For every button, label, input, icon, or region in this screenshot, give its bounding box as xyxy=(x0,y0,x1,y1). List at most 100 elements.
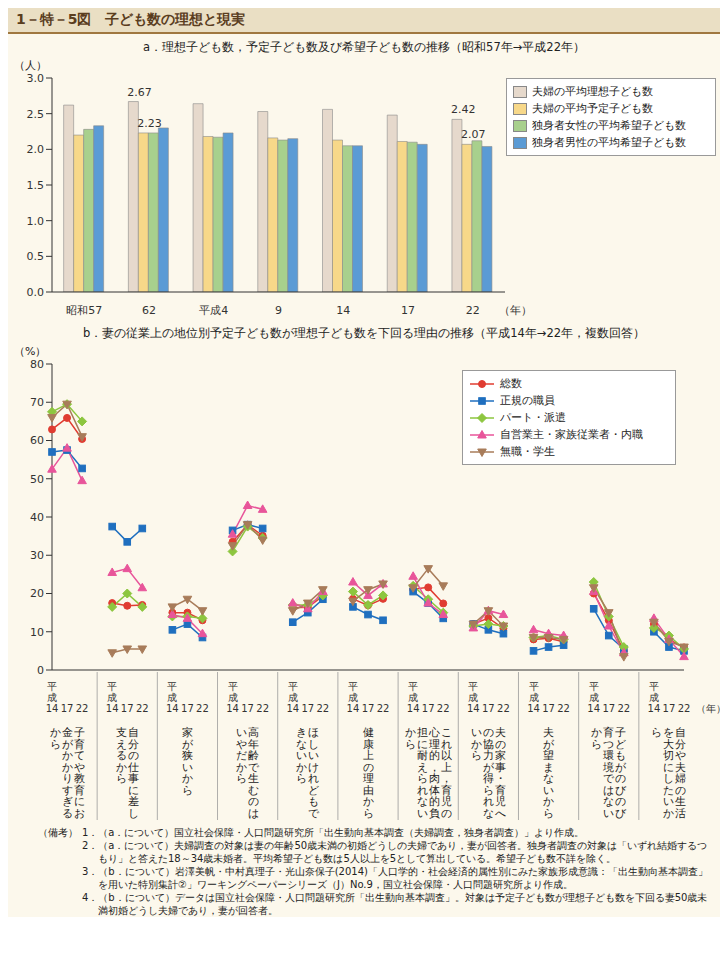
svg-text:こ: こ xyxy=(441,726,452,738)
svg-text:や: や xyxy=(675,749,686,761)
svg-text:か: か xyxy=(296,761,307,773)
svg-text:22: 22 xyxy=(437,703,450,714)
svg-text:で: で xyxy=(248,761,260,773)
svg-text:平: 平 xyxy=(348,681,358,692)
svg-text:支: 支 xyxy=(116,726,127,738)
svg-text:14: 14 xyxy=(106,703,119,714)
svg-text:22: 22 xyxy=(316,703,329,714)
svg-text:22: 22 xyxy=(557,703,570,714)
svg-text:14: 14 xyxy=(347,703,360,714)
svg-text:2.07: 2.07 xyxy=(461,128,486,141)
svg-text:成: 成 xyxy=(589,692,599,703)
svg-text:で: で xyxy=(603,772,615,784)
svg-text:児: 児 xyxy=(441,795,452,807)
svg-text:22: 22 xyxy=(196,703,209,714)
svg-text:な: な xyxy=(296,738,307,750)
svg-text:肉: 肉 xyxy=(429,772,440,784)
svg-text:0.5: 0.5 xyxy=(27,250,45,263)
svg-text:17: 17 xyxy=(301,703,314,714)
svg-text:平: 平 xyxy=(288,681,298,692)
svg-text:い: い xyxy=(308,749,319,761)
svg-text:22: 22 xyxy=(497,703,510,714)
svg-text:で: で xyxy=(308,807,320,819)
svg-text:た: た xyxy=(663,784,674,796)
svg-text:2.23: 2.23 xyxy=(137,117,162,130)
svg-text:び: び xyxy=(615,807,627,819)
svg-text:得: 得 xyxy=(483,772,494,784)
svg-text:由: 由 xyxy=(363,784,374,796)
svg-text:が: が xyxy=(615,761,627,773)
svg-text:成: 成 xyxy=(468,692,478,703)
svg-text:成: 成 xyxy=(529,692,539,703)
svg-text:14: 14 xyxy=(527,703,540,714)
svg-text:14: 14 xyxy=(467,703,480,714)
svg-text:か: か xyxy=(50,726,61,738)
svg-text:的: 的 xyxy=(429,749,440,761)
svg-text:ら: ら xyxy=(116,772,127,784)
svg-text:生: 生 xyxy=(675,795,686,807)
svg-text:ら: ら xyxy=(471,749,482,761)
svg-text:康: 康 xyxy=(363,738,374,750)
svg-text:ら: ら xyxy=(417,772,428,784)
svg-text:の: の xyxy=(128,749,139,761)
svg-text:の: の xyxy=(615,772,626,784)
svg-text:婦: 婦 xyxy=(675,772,686,784)
svg-text:以: 以 xyxy=(441,749,452,761)
svg-text:平: 平 xyxy=(468,681,478,692)
svg-text:14: 14 xyxy=(286,703,299,714)
svg-text:22: 22 xyxy=(256,703,269,714)
svg-text:が: が xyxy=(543,738,555,750)
svg-text:年: 年 xyxy=(248,738,259,750)
svg-text:22: 22 xyxy=(617,703,630,714)
svg-text:ら: ら xyxy=(405,738,416,750)
svg-text:17: 17 xyxy=(121,703,134,714)
svg-text:お: お xyxy=(74,807,85,819)
svg-text:高: 高 xyxy=(248,726,259,738)
svg-text:14: 14 xyxy=(407,703,420,714)
svg-text:夫: 夫 xyxy=(543,726,554,738)
svg-text:理: 理 xyxy=(429,738,440,750)
svg-text:ら: ら xyxy=(363,807,374,819)
svg-text:ど: ど xyxy=(308,784,319,796)
svg-text:0.0: 0.0 xyxy=(27,286,45,299)
svg-text:は: は xyxy=(248,807,259,819)
svg-text:，: ， xyxy=(429,761,440,773)
svg-text:成: 成 xyxy=(47,692,57,703)
svg-text:22: 22 xyxy=(377,703,390,714)
svg-text:2.42: 2.42 xyxy=(451,103,476,116)
svg-text:に: に xyxy=(128,784,139,796)
svg-text:む: む xyxy=(248,784,259,796)
svg-text:が: が xyxy=(182,738,194,750)
svg-text:理: 理 xyxy=(363,772,374,784)
svg-text:14: 14 xyxy=(226,703,239,714)
svg-text:2.67: 2.67 xyxy=(127,86,152,99)
svg-text:担: 担 xyxy=(417,726,428,738)
svg-text:成: 成 xyxy=(348,692,358,703)
svg-text:や: や xyxy=(74,761,85,773)
svg-text:負: 負 xyxy=(429,807,440,819)
svg-text:い: い xyxy=(417,807,428,819)
svg-text:ぎ: ぎ xyxy=(62,795,73,807)
svg-text:平成4: 平成4 xyxy=(199,304,228,317)
svg-text:昭和57: 昭和57 xyxy=(66,304,102,317)
svg-text:て: て xyxy=(74,749,85,761)
svg-text:・: ・ xyxy=(495,772,506,784)
svg-text:び: び xyxy=(615,784,627,796)
svg-text:平: 平 xyxy=(649,681,659,692)
svg-text:協: 協 xyxy=(483,738,494,750)
svg-text:か: か xyxy=(116,761,127,773)
svg-text:い: い xyxy=(296,749,307,761)
svg-text:事: 事 xyxy=(495,761,506,773)
svg-text:（年）: （年） xyxy=(696,703,720,714)
svg-text:し: し xyxy=(663,772,674,784)
svg-text:平: 平 xyxy=(167,681,177,692)
svg-text:平: 平 xyxy=(107,681,117,692)
svg-text:切: 切 xyxy=(663,749,674,761)
svg-text:れ: れ xyxy=(483,795,494,807)
svg-text:い: い xyxy=(663,795,674,807)
svg-text:の: の xyxy=(675,784,686,796)
svg-text:は: は xyxy=(603,784,614,796)
svg-text:成: 成 xyxy=(167,692,177,703)
svg-text:か: か xyxy=(363,795,374,807)
svg-text:22: 22 xyxy=(678,703,691,714)
